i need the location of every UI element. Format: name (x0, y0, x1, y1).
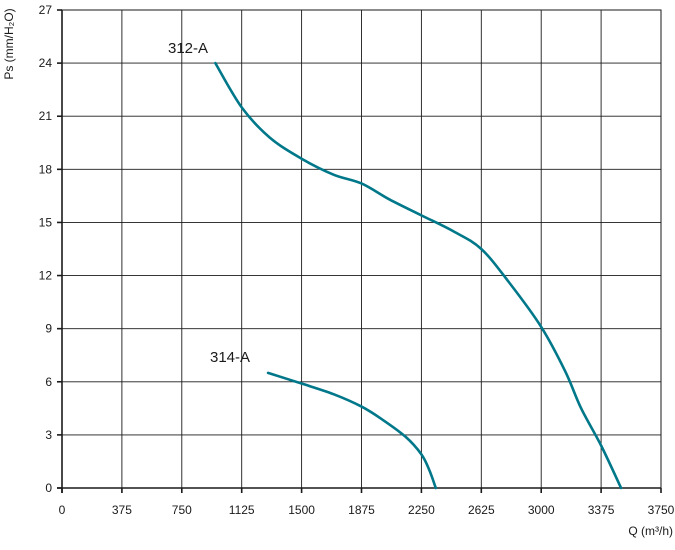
x-tick-label: 1875 (348, 503, 375, 517)
x-tick-label: 3000 (528, 503, 555, 517)
x-tick-label: 750 (172, 503, 192, 517)
x-tick-label: 3375 (588, 503, 615, 517)
y-tick-label: 24 (39, 56, 53, 70)
series-label-312-A: 312-A (168, 40, 208, 57)
x-axis-title: Q (m³/h) (628, 524, 673, 538)
y-tick-label: 21 (39, 109, 53, 123)
y-tick-label: 15 (39, 215, 53, 229)
curves (214, 61, 623, 490)
y-tick-label: 18 (39, 162, 53, 176)
y-axis-title: Ps (mm/H₂O) (2, 8, 16, 79)
y-tick-label: 6 (45, 375, 52, 389)
x-tick-label: 375 (112, 503, 132, 517)
x-tick-label: 2250 (408, 503, 435, 517)
x-tick-label: 0 (59, 503, 66, 517)
series-line-314-A (266, 371, 438, 490)
series-label-314-A: 314-A (210, 349, 250, 366)
y-tick-label: 9 (45, 322, 52, 336)
y-tick-label: 12 (39, 269, 53, 283)
x-tick-label: 1500 (288, 503, 315, 517)
y-tick-label: 3 (45, 428, 52, 442)
x-tick-label: 1125 (229, 503, 255, 517)
series-line-312-A (214, 61, 623, 490)
axes (57, 9, 662, 493)
y-tick-label: 0 (45, 481, 52, 495)
y-tick-label: 27 (39, 3, 53, 17)
grid (62, 10, 661, 488)
x-tick-label: 2625 (468, 503, 495, 517)
x-tick-label: 3750 (648, 503, 675, 517)
tick-labels: 0 375 750 1125 1500 1875 2250 2625 3000 3375 3750 0… (39, 3, 675, 517)
